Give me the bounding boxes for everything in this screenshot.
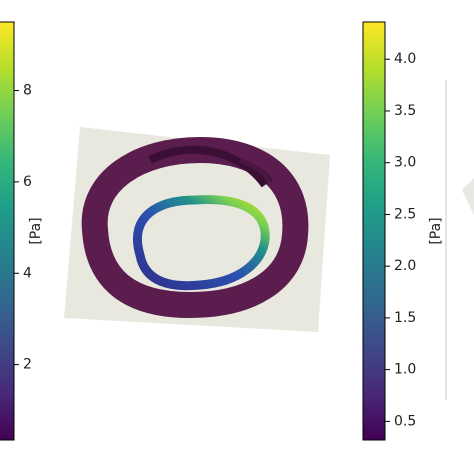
tick-label: 6 (23, 174, 32, 190)
tick-label: 4 (23, 265, 32, 281)
tick-label: 1.5 (394, 310, 416, 326)
axis-label: [Pa] (428, 217, 444, 244)
tick-label: 2.0 (394, 258, 416, 274)
next-panel-fragment (462, 178, 474, 215)
tissue-image (64, 127, 330, 332)
colorbar (362, 21, 386, 441)
tick-label: 8 (23, 83, 32, 99)
tick-label: 3.0 (394, 155, 416, 171)
tick-label: 4.0 (394, 51, 416, 67)
tick-label: 2.5 (394, 206, 416, 222)
tissue-fold (148, 145, 269, 188)
axis-label: [Pa] (28, 217, 44, 244)
tick-label: 3.5 (394, 103, 416, 119)
tissue-fold (238, 157, 273, 184)
colorbar (0, 21, 15, 441)
stress-overlay (133, 195, 270, 291)
tick-label: 1.0 (394, 362, 416, 378)
tick-label: 2 (23, 357, 32, 373)
tick-label: 0.5 (394, 413, 416, 429)
tissue-ring (81, 136, 309, 319)
